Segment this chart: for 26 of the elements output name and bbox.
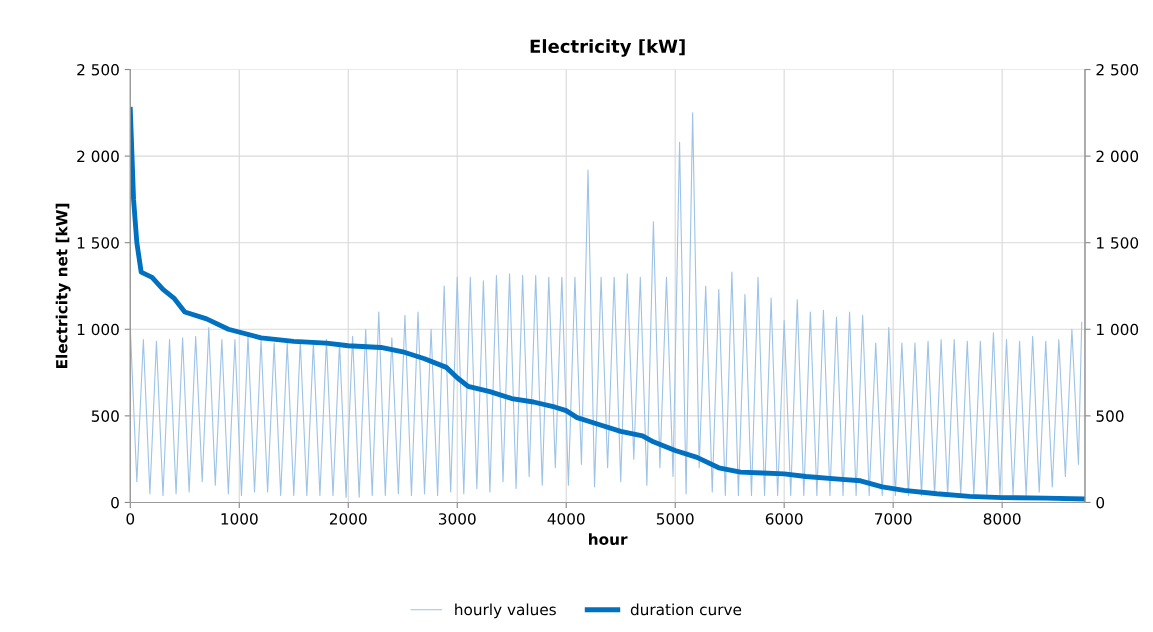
y2-tick-label: 2 500 [1096,63,1139,76]
x-tick-label: 8000 [983,513,1021,525]
y-tick-label: 2 000 [77,150,119,163]
y2-tick-label: 0 [1096,496,1105,509]
y-tick-label: 1 000 [77,323,119,336]
chart-title: Electricity [kW] [530,39,685,57]
y-tick-label: 1 500 [77,237,119,249]
y-tick-label: 0 [111,496,119,509]
x-tick-label: 3000 [438,513,476,525]
y2-tick-label: 500 [1096,410,1124,422]
y-tick-label: 500 [91,410,119,422]
x-tick-label: 0 [126,513,135,525]
x-tick-label: 2000 [329,513,367,525]
y-tick-label: 2 500 [77,63,119,76]
legend-label: hourly values [455,603,556,619]
x-tick-label: 6000 [765,513,803,525]
x-tick-label: 4000 [547,513,585,525]
x-axis-title: hour [589,533,628,546]
legend-label: duration curve [630,603,742,616]
x-tick-label: 1000 [221,513,258,525]
y2-tick-label: 1 500 [1097,237,1139,249]
x-tick-label: 5000 [656,513,694,525]
y2-tick-label: 2 000 [1096,150,1139,163]
x-tick-label: 7000 [874,513,912,525]
y2-tick-label: 1 000 [1097,323,1139,336]
y-axis-title: Electricity net [kW] [55,203,71,369]
